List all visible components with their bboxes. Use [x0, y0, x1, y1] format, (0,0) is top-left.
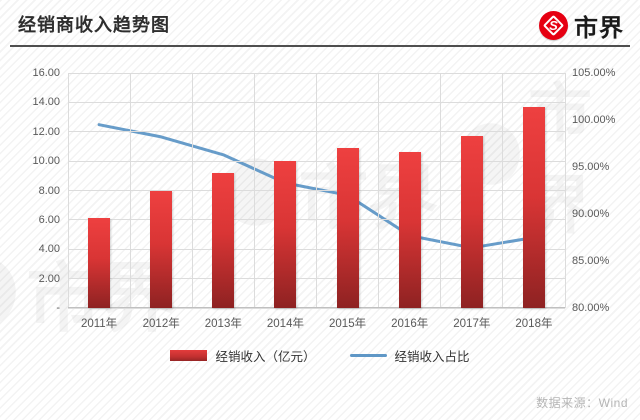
legend-label: 经销收入（亿元）	[215, 350, 316, 364]
chart-legend: 经销收入（亿元） 经销收入占比	[0, 346, 640, 365]
x-axis-line	[68, 307, 565, 308]
left-axis-tick: 16.00	[32, 67, 60, 79]
v-gridline	[502, 73, 504, 308]
left-axis-tick: -	[56, 302, 60, 314]
data-source: 数据来源：Wind	[536, 396, 628, 410]
right-y-axis: 105.00% 100.00% 95.00% 90.00% 85.00% 80.00%	[572, 67, 632, 314]
bar-2018年	[522, 106, 545, 308]
right-axis-tick: 95.00%	[572, 161, 610, 173]
left-axis-tick: 14.00	[32, 96, 60, 109]
header-divider	[10, 45, 630, 47]
header: 经销商收入趋势图 S 市界	[0, 0, 640, 47]
x-axis-tick-2012年: 2012年	[142, 318, 180, 330]
x-axis-tick-2016年: 2016年	[391, 318, 429, 330]
x-axis-tick-2011年: 2011年	[80, 318, 118, 330]
bar-2017年	[460, 136, 483, 308]
bar-2016年	[398, 152, 421, 308]
v-gridline	[440, 73, 442, 308]
right-axis-tick: 85.00%	[572, 255, 610, 267]
v-gridline	[564, 73, 566, 308]
left-axis-tick: 12.00	[32, 125, 60, 138]
bar-2012年	[150, 190, 173, 308]
left-axis-tick: 4.00	[38, 243, 60, 256]
bar-series-swatch-icon	[170, 350, 208, 361]
v-gridline	[191, 73, 193, 308]
right-axis-tick: 80.00%	[572, 302, 610, 314]
legend-item-line-series: 经销收入占比	[349, 346, 470, 365]
left-y-axis: 16.00 14.00 12.00 10.00 8.00 6.00 4.00 2.00 -	[8, 67, 60, 314]
x-axis-tick-2015年: 2015年	[329, 318, 367, 330]
right-axis-tick: 100.00%	[572, 114, 616, 126]
left-axis-tick: 6.00	[38, 213, 60, 226]
shijie-logo: S 市界	[539, 8, 624, 43]
page-title: 经销商收入趋势图	[18, 15, 170, 35]
v-gridline	[253, 73, 255, 308]
plot-area	[67, 72, 566, 309]
bar-2011年	[88, 218, 111, 308]
x-axis-tick-2013年: 2013年	[204, 318, 242, 330]
v-gridline	[129, 73, 131, 308]
legend-item-bar-series: 经销收入（亿元）	[170, 346, 316, 365]
h-gridline	[68, 307, 565, 309]
legend-label: 经销收入占比	[394, 350, 470, 364]
logo-text: 市界	[574, 15, 624, 42]
line-series-swatch-icon	[349, 354, 387, 357]
x-axis-tick-2018年: 2018年	[515, 318, 553, 330]
left-axis-tick: 8.00	[38, 184, 60, 197]
shijie-logo-icon: S	[539, 11, 568, 40]
v-gridline	[378, 73, 380, 308]
right-axis-tick: 90.00%	[572, 208, 610, 220]
bar-2013年	[212, 172, 235, 308]
left-axis-tick: 2.00	[38, 272, 60, 285]
right-axis-tick: 105.00%	[572, 67, 616, 79]
x-axis-tick-2014年: 2014年	[266, 318, 304, 330]
x-axis-tick-2017年: 2017年	[453, 318, 491, 330]
bar-2014年	[274, 161, 297, 308]
v-gridline	[67, 73, 69, 308]
bar-2015年	[336, 147, 359, 308]
v-gridline	[316, 73, 317, 308]
left-axis-tick: 10.00	[32, 155, 60, 168]
x-axis: 2011年 2012年 2013年 2014年 2015年 2016年 2017年 2018年	[68, 313, 565, 330]
